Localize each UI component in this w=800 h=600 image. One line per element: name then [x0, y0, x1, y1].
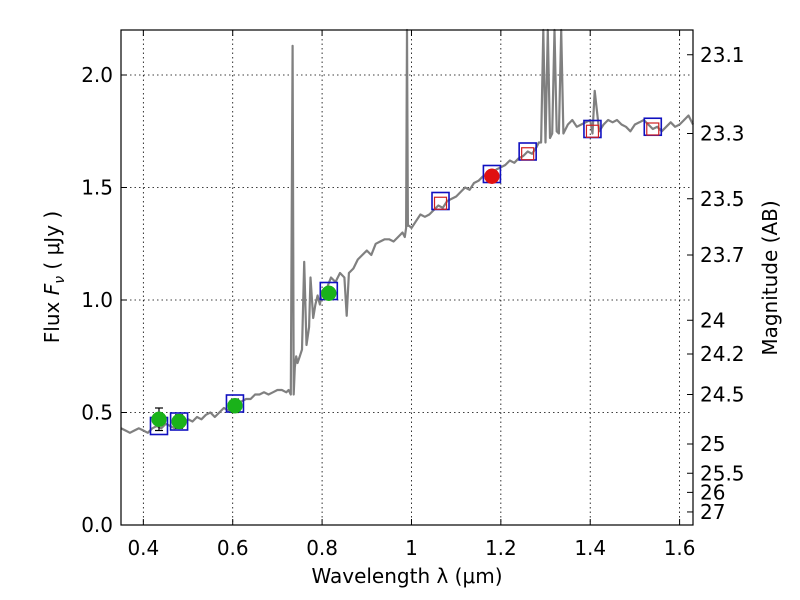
x-tick-label: 1.2: [485, 536, 517, 560]
optical-point: [321, 285, 337, 301]
x-tick-label: 1.4: [574, 536, 606, 560]
y-axis-label-symbol: F: [40, 283, 64, 295]
y-tick-label: 1.0: [81, 288, 113, 312]
y-tick-label: 0.5: [81, 401, 113, 425]
x-tick-label: 1: [405, 536, 418, 560]
magnitude-tick-label: 26: [700, 480, 725, 504]
magnitude-tick-label: 24: [700, 308, 725, 332]
nir-point: [484, 168, 500, 184]
y-tick-label: 1.5: [81, 176, 113, 200]
magnitude-tick-label: 24.5: [700, 383, 745, 407]
model-inner-box: [585, 124, 600, 138]
x-tick-label: 0.6: [217, 536, 249, 560]
magnitude-tick-label: 23.7: [700, 243, 745, 267]
y-axis-label-units: ( μJy ): [40, 211, 64, 276]
x-tick-labels: 0.4 0.6 0.8 1 1.2 1.4 1.6: [127, 536, 695, 560]
y-tick-labels: 0.0 0.5 1.0 1.5 2.0: [81, 63, 113, 537]
y-axis-label-prefix: Flux: [40, 295, 64, 343]
model-inner-box: [433, 196, 448, 210]
optical-point: [171, 413, 187, 430]
magnitude-tick-label: 24.2: [700, 342, 745, 366]
y-tick-label: 2.0: [81, 63, 113, 87]
axis-ticks: [121, 30, 693, 526]
x-tick-label: 0.4: [127, 536, 159, 560]
x-tick-label: 1.6: [664, 536, 696, 560]
x-tick-label: 0.8: [306, 536, 338, 560]
magnitude-axis-label: Magnitude (AB): [758, 200, 782, 355]
marker-layer: [149, 117, 663, 436]
magnitude-tick-label: 23.5: [700, 187, 745, 211]
magnitude-tick-label: 23.3: [700, 122, 745, 146]
model-inner-box: [521, 147, 535, 161]
y-axis-label: Flux Fν ( μJy ): [40, 211, 68, 343]
magnitude-tick-label: 25.5: [700, 461, 745, 485]
magnitude-tick-label: 23.1: [700, 43, 745, 67]
model-inner-box: [646, 122, 660, 136]
optical-point: [151, 411, 167, 427]
magnitude-tick-label: 25: [700, 432, 725, 456]
magnitude-tick-label: 27: [700, 500, 725, 524]
plot-frame: [120, 29, 694, 526]
model-flux-box: [169, 412, 189, 431]
y-tick-label: 0.0: [81, 513, 113, 537]
optical-point: [227, 398, 243, 414]
y-axis-label-subscript: ν: [52, 276, 68, 284]
x-axis-label: Wavelength λ (μm): [311, 564, 502, 588]
